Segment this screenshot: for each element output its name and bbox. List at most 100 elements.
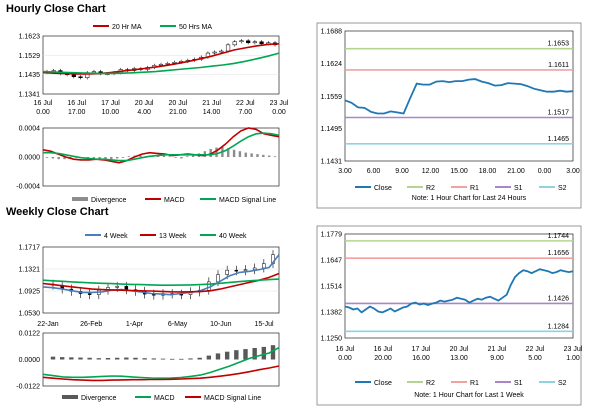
weekly-candle	[124, 286, 129, 290]
weekly-levels-xtick-date-2: 17 Jul	[412, 346, 431, 353]
weekly-levels-level-label-s1: 1.1426	[548, 295, 570, 302]
weekly-levels-xtick-date-3: 20 Jul	[450, 346, 469, 353]
weekly-levels-panel-border	[316, 225, 582, 406]
weekly-divergence-bar	[179, 358, 184, 360]
hourly-macd-frame	[42, 127, 280, 187]
weekly-legend-4wk-label: 4 Week	[104, 233, 128, 240]
hourly-legend-macd-label: MACD	[164, 197, 185, 204]
hourly-price-ytick-3: 1.1341	[19, 92, 41, 99]
hourly-levels-legend-s1-label: S1	[514, 185, 523, 192]
weekly-divergence-bar	[105, 357, 111, 360]
weekly-macd-frame	[42, 332, 280, 387]
hourly-levels-ytick-2: 1.1559	[321, 94, 343, 101]
weekly-divergence-bar	[252, 347, 257, 360]
hourly-candle	[239, 40, 244, 43]
hourly-macd-line-0	[42, 127, 280, 164]
hourly-candle	[165, 63, 170, 65]
weekly-price-ytick-2: 1.0925	[19, 289, 41, 296]
hourly-levels-close-line	[344, 78, 574, 115]
weekly-levels-xtick-date-0: 16 Jul	[336, 346, 355, 353]
weekly-macd-ytick-2: -0.0122	[16, 384, 40, 391]
weekly-candle	[216, 274, 220, 283]
hourly-price-ytick-2: 1.1435	[19, 72, 41, 79]
weekly-levels-close-line	[344, 268, 574, 314]
hourly-divergence-bar	[191, 154, 195, 157]
hourly-levels-ytick-3: 1.1495	[321, 126, 343, 133]
hourly-divergence-bar	[51, 157, 55, 159]
hourly-levels-xtick-0: 3.00	[338, 168, 352, 175]
hourly-divergence-bar	[238, 151, 242, 157]
hourly-divergence-bar	[267, 155, 271, 157]
hourly-price-ytick-0: 1.1623	[19, 34, 41, 41]
hourly-levels-legend-s2-label: S2	[558, 185, 567, 192]
hourly-divergence-bar	[45, 157, 49, 158]
hourly-divergence-bar	[186, 156, 189, 158]
weekly-candle	[252, 267, 257, 270]
hourly-levels-ytick-0: 1.1688	[321, 29, 343, 36]
weekly-price-ytick-0: 1.1717	[19, 245, 41, 252]
hourly-candle	[212, 51, 217, 54]
weekly-levels-xtick-time-6: 1.00	[566, 355, 580, 362]
hourly-legend-signal-label: MACD Signal Line	[219, 197, 276, 204]
weekly-levels-ytick-1: 1.1647	[321, 257, 343, 264]
hourly-divergence-bar	[180, 157, 183, 159]
weekly-price-xtick-1: 26-Feb	[80, 321, 102, 328]
weekly-divergence-bar	[188, 358, 193, 360]
weekly-levels-xtick-time-1: 20.00	[374, 355, 392, 362]
weekly-divergence-bar	[151, 358, 157, 360]
weekly-price-ytick-1: 1.1321	[19, 267, 41, 274]
weekly-legend-signal-label: MACD Signal Line	[204, 395, 261, 402]
hourly-divergence-bar	[250, 153, 253, 157]
weekly-divergence-bar	[96, 358, 102, 360]
hourly-divergence-bar	[215, 147, 218, 157]
weekly-candle	[243, 269, 248, 271]
hourly-divergence-bar	[262, 154, 265, 157]
hourly-price-xtick-time-4: 21.00	[169, 109, 187, 116]
weekly-divergence-bar	[197, 357, 202, 360]
hourly-divergence-bar	[110, 157, 113, 160]
hourly-divergence-bar	[115, 157, 119, 159]
weekly-divergence-bar	[234, 350, 239, 360]
weekly-levels-ytick-4: 1.1250	[321, 336, 343, 343]
weekly-legend-13wk-label: 13 Week	[159, 233, 187, 240]
hourly-price-xtick-time-5: 14.00	[203, 109, 221, 116]
weekly-levels-xtick-time-4: 9.00	[490, 355, 504, 362]
hourly-divergence-bar	[244, 152, 247, 157]
hourly-levels-xtick-1: 6.00	[367, 168, 381, 175]
hourly-price-xtick-time-3: 4.00	[137, 109, 151, 116]
hourly-price-xtick-date-7: 23 Jul	[270, 100, 289, 107]
hourly-levels-legend-r2-label: R2	[426, 185, 435, 192]
hourly-section-title: Hourly Close Chart	[6, 3, 106, 15]
hourly-price-xtick-date-5: 21 Jul	[202, 100, 221, 107]
hourly-price-xtick-date-1: 16 Jul	[67, 100, 86, 107]
hourly-price-xtick-time-1: 17.00	[68, 109, 86, 116]
weekly-candle	[207, 281, 211, 291]
weekly-levels-legend-s2-label: S2	[558, 380, 567, 387]
weekly-levels-legend-r1-label: R1	[470, 380, 479, 387]
hourly-macd-ytick-0: 0.0004	[19, 126, 41, 133]
hourly-divergence-bar	[104, 157, 107, 160]
weekly-ma-line-0	[42, 254, 280, 296]
hourly-candle	[252, 41, 257, 44]
weekly-price-xtick-0: 22-Jan	[37, 321, 59, 328]
hourly-macd-line-1	[43, 132, 280, 162]
weekly-divergence-bar	[124, 357, 129, 360]
weekly-divergence-bar	[206, 355, 212, 360]
hourly-candle	[259, 41, 264, 45]
hourly-levels-ytick-1: 1.1624	[321, 61, 343, 68]
weekly-divergence-bar	[78, 357, 83, 360]
hourly-divergence-bar	[273, 156, 277, 158]
hourly-divergence-bar	[232, 149, 236, 157]
hourly-levels-note: Note: 1 Hour Chart for Last 24 Hours	[412, 195, 527, 202]
hourly-levels-level-label-r1: 1.1611	[548, 62, 569, 69]
weekly-divergence-bar	[142, 358, 147, 360]
weekly-levels-xtick-date-5: 22 Jul	[526, 346, 545, 353]
hourly-macd-ytick-2: -0.0004	[16, 184, 40, 191]
weekly-macd-line-0	[42, 346, 280, 380]
weekly-levels-xtick-date-4: 21 Jul	[488, 346, 507, 353]
hourly-divergence-bar	[162, 155, 166, 157]
weekly-price-xtick-2: 1-Apr	[126, 321, 144, 328]
hourly-levels-xtick-5: 18.00	[479, 168, 497, 175]
weekly-levels-frame	[344, 233, 574, 339]
hourly-legend-50ma-label: 50 Hrs MA	[179, 24, 212, 31]
